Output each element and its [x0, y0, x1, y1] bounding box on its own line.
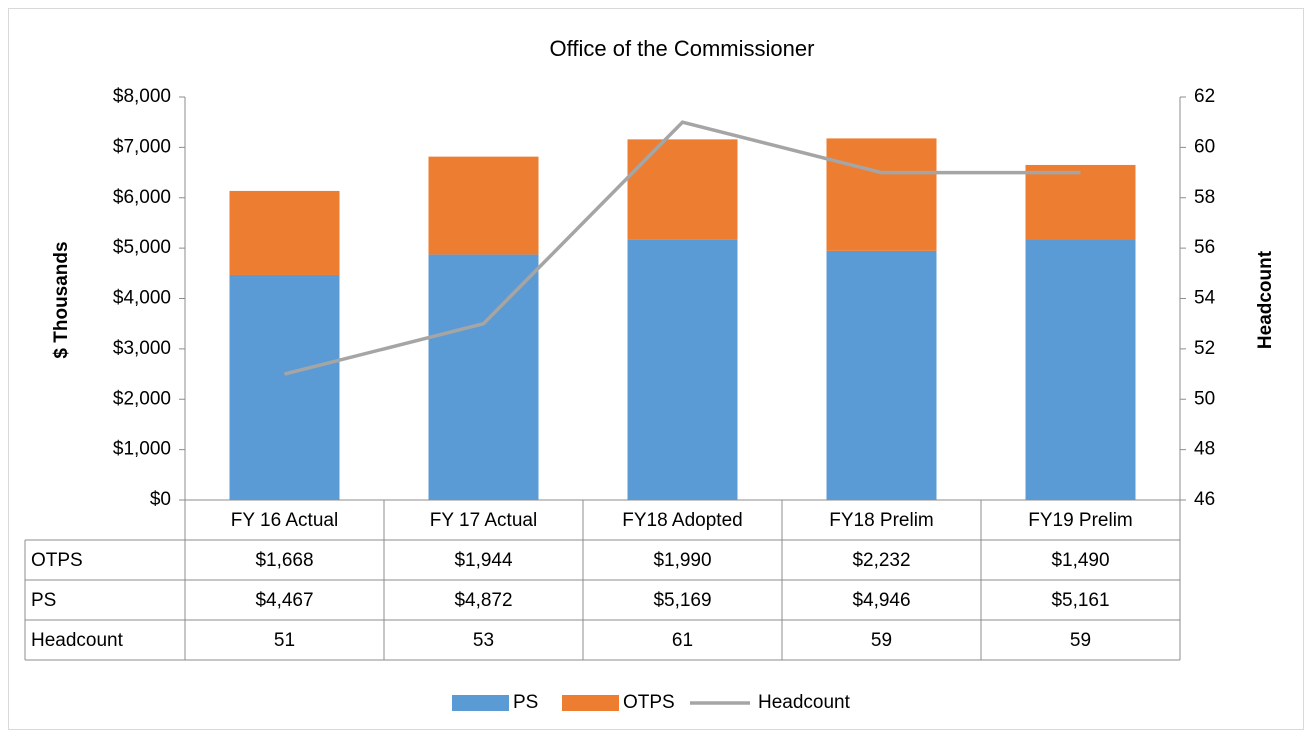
y-tick-label: $5,000: [113, 237, 171, 258]
y-tick-label: $6,000: [113, 187, 171, 208]
y2-tick-label: 58: [1194, 187, 1215, 208]
bar: [826, 138, 937, 251]
bar: [229, 190, 340, 275]
bar: [1025, 240, 1136, 500]
x-tick-label: FY 17 Actual: [430, 510, 537, 531]
legend-swatch: [452, 695, 509, 711]
table-cell: $1,668: [255, 550, 313, 571]
bar: [428, 156, 539, 255]
table-cell: $1,944: [454, 550, 513, 571]
y-tick-label: $8,000: [113, 86, 171, 107]
table-cell: 59: [1070, 630, 1091, 651]
table-cell: 53: [473, 630, 494, 651]
table-cell: 61: [672, 630, 693, 651]
y2-axis-label: Headcount: [1255, 250, 1276, 349]
legend-label: PS: [513, 692, 538, 713]
table-cell: $4,872: [454, 590, 512, 611]
bar: [229, 274, 340, 500]
y-tick-label: $0: [150, 489, 171, 510]
line: [284, 120, 1081, 376]
table-row-label: Headcount: [31, 630, 124, 651]
bar: [826, 250, 937, 500]
table-cell: $2,232: [852, 550, 910, 571]
y2-tick-label: 60: [1194, 136, 1215, 157]
table-cell: $1,990: [653, 550, 711, 571]
y-tick-label: $2,000: [113, 388, 171, 409]
y-axis-label: $ Thousands: [51, 241, 72, 358]
table-cell: $4,467: [255, 590, 313, 611]
legend-label: OTPS: [623, 692, 675, 713]
y-tick-label: $1,000: [113, 439, 171, 460]
table-cell: $5,161: [1051, 590, 1109, 611]
table-row-label: OTPS: [31, 550, 83, 571]
table-cell: 59: [871, 630, 892, 651]
y2-tick-label: 54: [1194, 288, 1216, 309]
legend-label: Headcount: [758, 692, 851, 713]
table-row-label: PS: [31, 590, 56, 611]
bar: [428, 254, 539, 500]
table-cell: $5,169: [653, 590, 711, 611]
y2-tick-label: 50: [1194, 388, 1215, 409]
bar: [1025, 164, 1136, 241]
y-tick-label: $7,000: [113, 136, 171, 157]
y-tick-label: $4,000: [113, 288, 171, 309]
table-cell: $1,490: [1051, 550, 1109, 571]
y2-tick-label: 46: [1194, 489, 1215, 510]
y-tick-label: $3,000: [113, 338, 171, 359]
x-tick-label: FY19 Prelim: [1028, 510, 1133, 531]
legend-swatch: [562, 695, 619, 711]
x-tick-label: FY18 Prelim: [829, 510, 934, 531]
bar: [627, 139, 738, 240]
table-cell: 51: [274, 630, 295, 651]
chart-title: Office of the Commissioner: [550, 36, 815, 61]
y2-tick-label: 52: [1194, 338, 1215, 359]
bar: [627, 239, 738, 500]
y2-tick-label: 48: [1194, 439, 1215, 460]
table-cell: $4,946: [852, 590, 910, 611]
x-tick-label: FY 16 Actual: [231, 510, 338, 531]
y2-tick-label: 62: [1194, 86, 1215, 107]
y2-tick-label: 56: [1194, 237, 1215, 258]
x-tick-label: FY18 Adopted: [622, 510, 742, 531]
